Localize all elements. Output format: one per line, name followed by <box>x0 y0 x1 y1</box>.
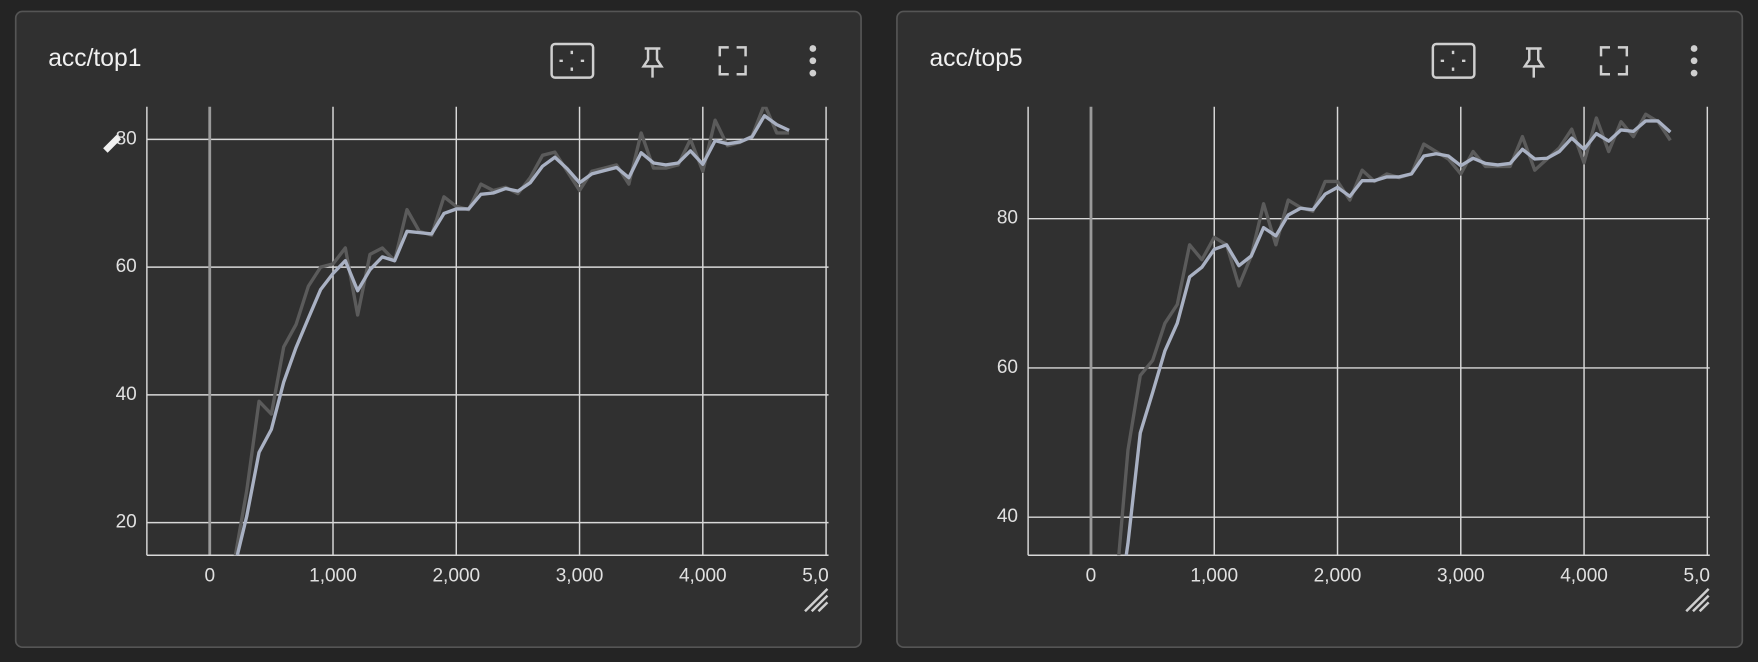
x-tick-label: 0 <box>204 566 215 587</box>
chart-panel: acc/top1 20 40 60 80 0 1,000 2,000 3,000 4,000 5,0… <box>14 10 862 649</box>
y-tick-label: 20 <box>116 512 137 533</box>
cursor-icon <box>103 134 122 153</box>
x-tick-label: 3,000 <box>556 566 604 587</box>
x-tick-label: 3,000 <box>1437 566 1485 587</box>
y-tick-label: 60 <box>997 357 1018 378</box>
fullscreen-button[interactable] <box>1599 46 1629 76</box>
more-button[interactable] <box>1690 45 1698 77</box>
resize-handle[interactable] <box>804 587 829 613</box>
series-line <box>1124 119 1672 556</box>
chart-title: acc/top5 <box>929 45 1022 72</box>
chart-panel: acc/top5 40 60 80 0 1,000 2,000 3,000 4,000 5,000 <box>896 10 1744 649</box>
x-tick-label: 4,000 <box>679 566 727 587</box>
panel-background <box>14 10 862 649</box>
more-button[interactable] <box>809 45 817 77</box>
icons-0 <box>103 42 829 613</box>
icons-1 <box>1431 42 1710 613</box>
fit-domain-button[interactable] <box>550 42 595 79</box>
fit-domain-button[interactable] <box>1431 42 1476 79</box>
x-tick-label: 2,000 <box>1314 566 1362 587</box>
fit-icon <box>1440 50 1466 71</box>
x-tick-label: 4,000 <box>1560 566 1608 587</box>
x-tick-label: 5,000 <box>1683 566 1731 587</box>
series-line <box>235 114 790 556</box>
panel-background <box>896 10 1744 649</box>
pin-button[interactable] <box>641 47 664 78</box>
pin-button[interactable] <box>1522 47 1546 78</box>
fullscreen-button[interactable] <box>718 46 747 76</box>
y-tick-label: 40 <box>997 506 1018 527</box>
fit-icon <box>559 50 585 71</box>
panel-icons <box>103 42 1710 613</box>
x-tick-label: 5,000 <box>802 566 850 587</box>
resize-handle[interactable] <box>1685 587 1710 613</box>
chart-title: acc/top1 <box>48 45 141 72</box>
x-tick-label: 1,000 <box>309 566 357 587</box>
x-tick-label: 2,000 <box>432 566 480 587</box>
x-tick-label: 0 <box>1086 566 1097 587</box>
x-tick-label: 1,000 <box>1190 566 1238 587</box>
y-tick-label: 80 <box>116 128 137 149</box>
y-tick-label: 60 <box>116 256 137 277</box>
y-tick-label: 40 <box>116 384 137 405</box>
y-tick-label: 80 <box>997 208 1018 229</box>
